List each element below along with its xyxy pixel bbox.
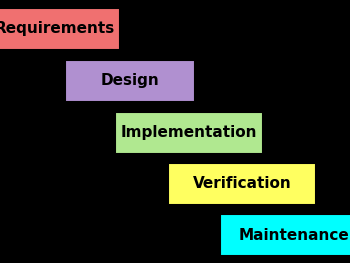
Text: Verification: Verification [193, 176, 291, 191]
Bar [0, 8, 120, 50]
Text: Requirements: Requirements [0, 22, 115, 37]
Bar [65, 60, 195, 102]
Text: Design: Design [101, 73, 159, 89]
Bar [220, 214, 350, 256]
Text: Implementation: Implementation [121, 125, 257, 140]
Bar [168, 163, 316, 205]
Bar [115, 112, 263, 154]
Text: Maintenance: Maintenance [239, 227, 349, 242]
